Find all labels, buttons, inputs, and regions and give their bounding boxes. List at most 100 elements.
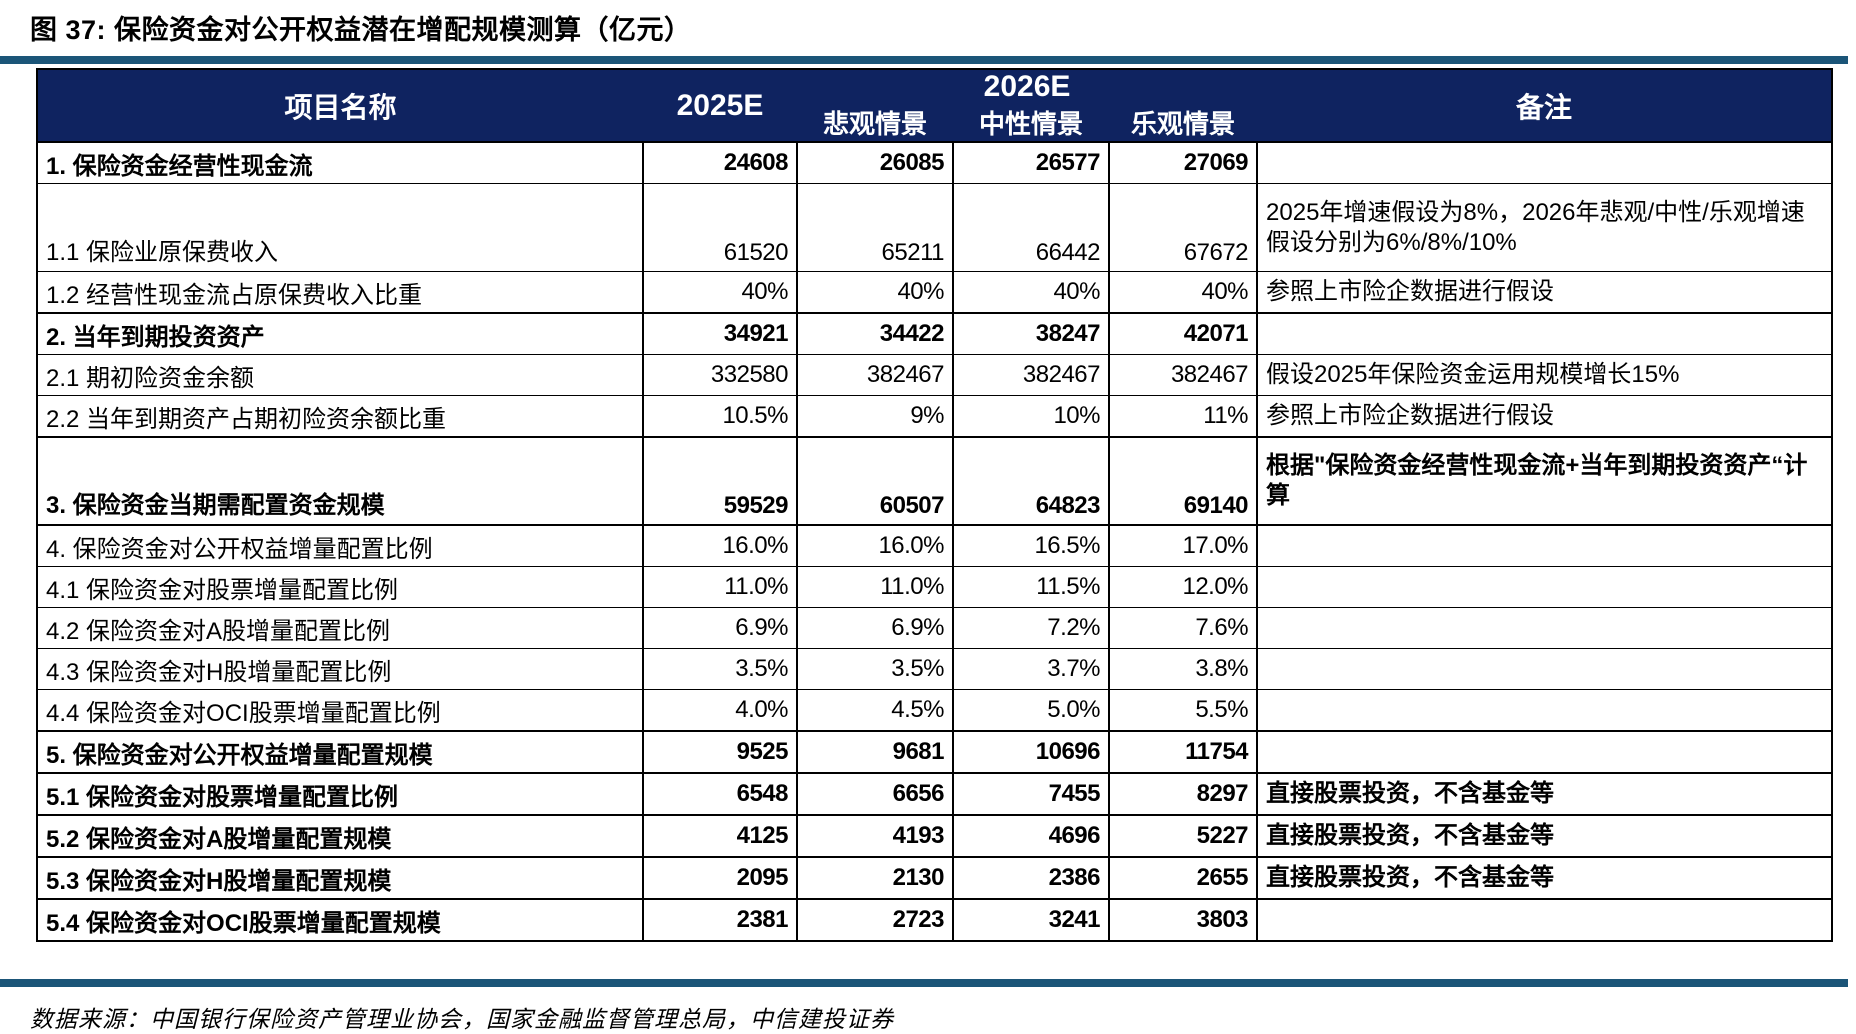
table-row-5: 5. 保险资金对公开权益增量配置规模 9525 9681 10696 11754 (36, 730, 1834, 774)
value-neutral: 16.5% (952, 524, 1110, 567)
value-2025e: 10.5% (642, 395, 798, 438)
figure-title: 图 37: 保险资金对公开权益潜在增配规模测算（亿元） (30, 15, 692, 45)
value-pessimistic: 9% (796, 395, 954, 438)
value-optimistic: 7.6% (1107, 607, 1259, 649)
value-neutral: 4696 (952, 814, 1110, 858)
header-row-top: 项目名称 2025E 2026E 备注 (37, 69, 1833, 142)
value-neutral: 3241 (952, 898, 1110, 942)
value-optimistic: 3803 (1107, 898, 1259, 942)
value-optimistic: 5227 (1107, 814, 1259, 858)
value-2025e: 61520 (642, 183, 798, 272)
row-note (1256, 648, 1834, 690)
col-header-2026e: 2026E (797, 69, 1258, 104)
report-figure-page: 图 37: 保险资金对公开权益潜在增配规模测算（亿元） 项目名称 2025E 2… (0, 8, 1856, 1032)
row-note: 参照上市险企数据进行假设 (1256, 271, 1834, 314)
table-body: 1. 保险资金经营性现金流 24608 26085 26577 27069 1.… (36, 141, 1834, 942)
row-label: 2. 当年到期投资资产 (36, 312, 644, 355)
value-2025e: 4125 (642, 814, 798, 858)
value-neutral: 3.7% (952, 648, 1110, 690)
value-optimistic: 42071 (1107, 312, 1259, 355)
value-2025e: 59529 (642, 436, 798, 526)
value-pessimistic: 2130 (796, 856, 954, 900)
value-optimistic: 11754 (1107, 730, 1259, 774)
col-header-pessimistic: 悲观情景 (797, 104, 953, 142)
table-row-2-2: 2.2 当年到期资产占期初险资余额比重 10.5% 9% 10% 11% 参照上… (36, 395, 1834, 438)
value-optimistic: 5.5% (1107, 689, 1259, 732)
col-header-note: 备注 (1257, 69, 1833, 142)
row-note: 根据"保险资金经营性现金流+当年到期投资资产“计算 (1256, 436, 1834, 526)
value-2025e: 9525 (642, 730, 798, 774)
value-optimistic: 8297 (1107, 772, 1259, 816)
value-pessimistic: 4193 (796, 814, 954, 858)
value-2025e: 6548 (642, 772, 798, 816)
table-row-2-1: 2.1 期初险资金余额 332580 382467 382467 382467 … (36, 354, 1834, 396)
value-2025e: 332580 (642, 354, 798, 396)
value-neutral: 7.2% (952, 607, 1110, 649)
value-neutral: 2386 (952, 856, 1110, 900)
header-row-scenarios: 悲观情景 中性情景 乐观情景 (37, 104, 1832, 142)
row-label: 5. 保险资金对公开权益增量配置规模 (36, 730, 644, 774)
value-optimistic: 40% (1107, 271, 1259, 314)
row-label: 3. 保险资金当期需配置资金规模 (36, 436, 644, 526)
table-row-4-2: 4.2 保险资金对A股增量配置比例 6.9% 6.9% 7.2% 7.6% (36, 607, 1834, 649)
row-label: 4.4 保险资金对OCI股票增量配置比例 (36, 689, 644, 732)
value-pessimistic: 60507 (796, 436, 954, 526)
value-pessimistic: 9681 (796, 730, 954, 774)
table-row-5-3: 5.3 保险资金对H股增量配置规模 2095 2130 2386 2655 直接… (36, 856, 1834, 900)
value-pessimistic: 4.5% (796, 689, 954, 732)
value-neutral: 66442 (952, 183, 1110, 272)
row-note: 参照上市险企数据进行假设 (1256, 395, 1834, 438)
value-neutral: 11.5% (952, 566, 1110, 608)
value-2025e: 2381 (642, 898, 798, 942)
table-row-4-1: 4.1 保险资金对股票增量配置比例 11.0% 11.0% 11.5% 12.0… (36, 566, 1834, 608)
value-neutral: 10696 (952, 730, 1110, 774)
row-note (1256, 141, 1834, 184)
value-pessimistic: 6656 (796, 772, 954, 816)
value-pessimistic: 3.5% (796, 648, 954, 690)
value-2025e: 16.0% (642, 524, 798, 567)
row-label: 5.2 保险资金对A股增量配置规模 (36, 814, 644, 858)
row-note (1256, 524, 1834, 567)
row-label: 4.2 保险资金对A股增量配置比例 (36, 607, 644, 649)
value-optimistic: 2655 (1107, 856, 1259, 900)
value-pessimistic: 382467 (796, 354, 954, 396)
value-neutral: 5.0% (952, 689, 1110, 732)
col-header-2025e: 2025E (643, 69, 797, 142)
col-header-item-name: 项目名称 (37, 69, 643, 142)
row-note: 直接股票投资，不含基金等 (1256, 772, 1834, 816)
value-optimistic: 12.0% (1107, 566, 1259, 608)
value-2025e: 11.0% (642, 566, 798, 608)
value-2025e: 2095 (642, 856, 798, 900)
table-row-2: 2. 当年到期投资资产 34921 34422 38247 42071 (36, 312, 1834, 355)
table-row-4: 4. 保险资金对公开权益增量配置比例 16.0% 16.0% 16.5% 17.… (36, 524, 1834, 567)
row-note (1256, 312, 1834, 355)
table-row-1: 1. 保险资金经营性现金流 24608 26085 26577 27069 (36, 141, 1834, 184)
value-pessimistic: 65211 (796, 183, 954, 272)
bottom-rule (0, 979, 1848, 987)
value-optimistic: 3.8% (1107, 648, 1259, 690)
table-row-5-2: 5.2 保险资金对A股增量配置规模 4125 4193 4696 5227 直接… (36, 814, 1834, 858)
table-row-5-4: 5.4 保险资金对OCI股票增量配置规模 2381 2723 3241 3803 (36, 898, 1834, 942)
row-label: 2.2 当年到期资产占期初险资余额比重 (36, 395, 644, 438)
table-row-4-4: 4.4 保险资金对OCI股票增量配置比例 4.0% 4.5% 5.0% 5.5% (36, 689, 1834, 732)
value-neutral: 64823 (952, 436, 1110, 526)
value-neutral: 382467 (952, 354, 1110, 396)
row-note (1256, 689, 1834, 732)
table-row-5-1: 5.1 保险资金对股票增量配置比例 6548 6656 7455 8297 直接… (36, 772, 1834, 816)
value-pessimistic: 16.0% (796, 524, 954, 567)
value-pessimistic: 6.9% (796, 607, 954, 649)
value-pessimistic: 11.0% (796, 566, 954, 608)
table-header: 项目名称 2025E 2026E 备注 悲观情景 中性情景 乐观情景 (37, 69, 1833, 142)
value-neutral: 10% (952, 395, 1110, 438)
row-note (1256, 730, 1834, 774)
row-label: 5.3 保险资金对H股增量配置规模 (36, 856, 644, 900)
value-optimistic: 27069 (1107, 141, 1259, 184)
value-neutral: 40% (952, 271, 1110, 314)
data-source: 数据来源：中国银行保险资产管理业协会，国家金融监督管理总局，中信建投证券 (30, 1007, 894, 1032)
table-row-1-1: 1.1 保险业原保费收入 61520 65211 66442 67672 202… (36, 183, 1834, 272)
value-optimistic: 17.0% (1107, 524, 1259, 567)
value-optimistic: 11% (1107, 395, 1259, 438)
value-2025e: 24608 (642, 141, 798, 184)
row-label: 1.2 经营性现金流占原保费收入比重 (36, 271, 644, 314)
row-label: 1. 保险资金经营性现金流 (36, 141, 644, 184)
